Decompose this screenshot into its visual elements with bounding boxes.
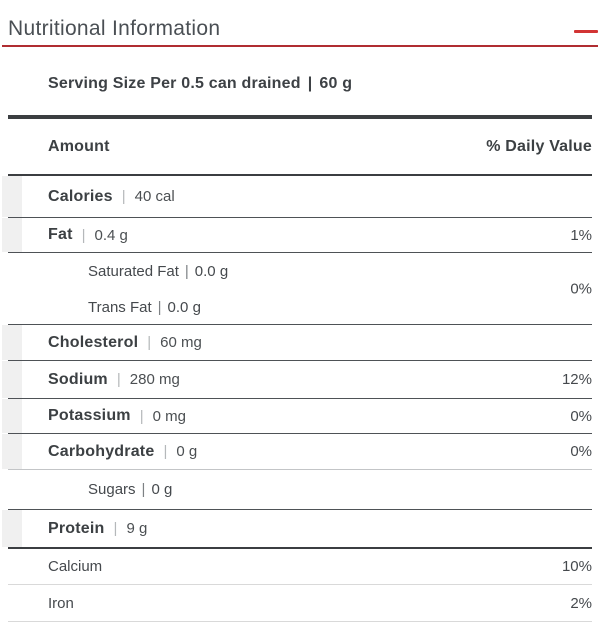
collapse-minus-icon[interactable] [574,30,598,33]
pipe-separator: | [81,226,86,244]
row-value: 0 g [176,443,198,460]
table-row-saturated-fat: Saturated Fat | 0.0 g [88,253,592,289]
fat-subtype-lines: Saturated Fat | 0.0 g Trans Fat | 0.0 g [8,253,592,325]
row-daily-value: 1% [570,226,592,244]
row-label: Iron [48,594,74,612]
row-label: Potassium [48,407,131,424]
column-header-daily-value: % Daily Value [486,137,592,155]
row-accent-strip [2,510,22,547]
row-label: Sugars [88,481,136,498]
pipe-separator: | [307,75,313,92]
table-row-cholesterol: Cholesterol | 60 mg [2,325,592,361]
row-label: Saturated Fat [88,262,179,280]
row-value: 9 g [126,520,148,537]
table-row-fat-subtypes: Saturated Fat | 0.0 g Trans Fat | 0.0 g … [8,253,592,325]
row-label: Calcium [48,558,103,575]
pipe-separator: | [184,262,189,280]
group-daily-value: 0% [570,280,592,297]
row-value: 0.0 g [194,262,229,280]
pipe-separator: | [141,481,146,498]
row-label: Fat [48,226,73,243]
row-label: Trans Fat [88,298,152,316]
nutrition-table: Amount % Daily Value Calories | 40 cal F… [2,115,592,622]
row-label: Carbohydrate [48,442,155,460]
row-accent-strip [2,399,22,433]
table-row-carbohydrate: Carbohydrate | 0 g 0% [2,434,592,470]
pipe-separator: | [113,520,118,537]
row-daily-value: 2% [570,594,592,612]
row-label: Sodium [48,370,108,388]
row-value: 0 g [151,481,173,498]
row-value: 0.4 g [94,226,128,244]
pipe-separator: | [157,298,162,316]
row-label: Calories [48,187,113,205]
pipe-separator: | [121,188,126,205]
row-daily-value: 0% [570,407,592,425]
table-row-iron: Iron 2% [8,585,592,622]
table-row-fat: Fat | 0.4 g 1% [2,218,592,253]
row-label: Protein [48,519,105,537]
accordion-header[interactable]: Nutritional Information [0,0,610,45]
pipe-separator: | [116,371,121,388]
table-row-sodium: Sodium | 280 mg 12% [2,361,592,399]
table-row-trans-fat: Trans Fat | 0.0 g [88,289,592,325]
row-value: 0 mg [152,407,186,425]
row-value: 40 cal [134,188,175,205]
row-value: 0.0 g [167,298,201,316]
row-accent-strip [2,434,22,469]
row-accent-strip [2,361,22,398]
table-row-protein: Protein | 9 g [2,510,592,549]
row-accent-strip [2,218,22,252]
table-row-calcium: Calcium 10% [8,549,592,585]
row-value: 280 mg [129,371,180,388]
row-accent-strip [2,325,22,360]
serving-size-label: Serving Size Per 0.5 can drained [48,75,301,92]
serving-size-line: Serving Size Per 0.5 can drained | 60 g [0,47,610,115]
table-row-calories: Calories | 40 cal [2,176,592,218]
row-daily-value: 0% [570,443,592,460]
serving-size-value: 60 g [319,75,353,92]
table-row-potassium: Potassium | 0 mg 0% [2,399,592,434]
row-value: 60 mg [160,334,202,351]
row-accent-strip [2,176,22,217]
pipe-separator: | [139,407,144,425]
column-header-amount: Amount [48,137,110,155]
section-title: Nutritional Information [8,17,221,40]
pipe-separator: | [147,334,152,351]
row-label: Cholesterol [48,333,139,351]
table-header-row: Amount % Daily Value [8,119,592,176]
header-divider [2,45,598,47]
row-daily-value: 10% [561,558,592,575]
table-row-sugars: Sugars | 0 g [8,470,592,510]
pipe-separator: | [163,443,168,460]
row-daily-value: 12% [561,371,592,388]
